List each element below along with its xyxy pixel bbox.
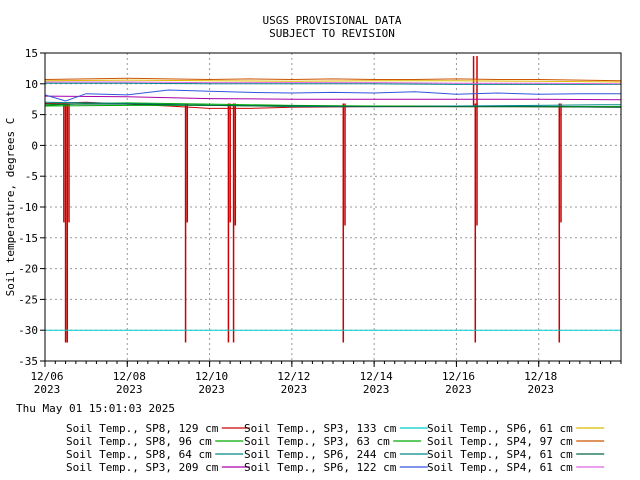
legend-label: Soil Temp., SP4, 97 cm bbox=[427, 435, 573, 448]
legend-label: Soil Temp., SP4, 61 cm bbox=[427, 461, 573, 474]
legend-label: Soil Temp., SP8, 64 cm bbox=[66, 448, 212, 461]
x-tick-label: 12/08 bbox=[113, 370, 146, 383]
series-layer bbox=[44, 56, 622, 343]
chart-title: USGS PROVISIONAL DATA bbox=[262, 14, 401, 27]
y-tick-label: -15 bbox=[18, 232, 38, 245]
series-line bbox=[44, 79, 622, 83]
y-tick-label: 5 bbox=[31, 109, 38, 122]
x-tick-label: 12/12 bbox=[277, 370, 310, 383]
y-tick-label: -25 bbox=[18, 293, 38, 306]
x-tick-year-label: 2023 bbox=[116, 383, 143, 396]
legend-label: Soil Temp., SP3, 63 cm bbox=[244, 435, 390, 448]
legend-label: Soil Temp., SP4, 61 cm bbox=[427, 448, 573, 461]
legend-label: Soil Temp., SP3, 209 cm bbox=[66, 461, 219, 474]
legend-label: Soil Temp., SP3, 133 cm bbox=[244, 422, 397, 435]
series-line bbox=[45, 103, 622, 108]
series-line bbox=[45, 81, 622, 85]
series-line bbox=[44, 89, 621, 102]
legend-item: Soil Temp., SP3, 133 cm bbox=[244, 422, 428, 435]
legend-item: Soil Temp., SP3, 63 cm bbox=[244, 435, 422, 448]
x-tick-year-label: 2023 bbox=[198, 383, 225, 396]
x-tick-year-label: 2023 bbox=[363, 383, 390, 396]
x-tick-year-label: 2023 bbox=[445, 383, 472, 396]
timestamp: Thu May 01 15:01:03 2025 bbox=[16, 402, 175, 415]
y-tick-label: -35 bbox=[18, 355, 38, 368]
series-12 bbox=[45, 81, 622, 85]
legend-item: Soil Temp., SP8, 64 cm bbox=[66, 448, 244, 461]
y-tick-label: 0 bbox=[31, 139, 38, 152]
legend-item: Soil Temp., SP8, 96 cm bbox=[66, 435, 244, 448]
series-8 bbox=[44, 89, 621, 102]
x-tick-label: 12/10 bbox=[195, 370, 228, 383]
y-tick-label: -30 bbox=[18, 324, 38, 337]
y-axis: 15 10 5 0 -5 -10 -15 -20 -25 -30 -35 bbox=[18, 47, 45, 368]
series-line bbox=[44, 77, 622, 82]
series-10 bbox=[44, 77, 622, 82]
y-tick-label: -20 bbox=[18, 263, 38, 276]
legend-label: Soil Temp., SP6, 244 cm bbox=[244, 448, 397, 461]
y-axis-label: Soil temperature, degrees C bbox=[4, 118, 17, 297]
legend-item: Soil Temp., SP3, 209 cm bbox=[66, 461, 250, 474]
legend-label: Soil Temp., SP6, 122 cm bbox=[244, 461, 397, 474]
y-tick-label: 10 bbox=[25, 78, 38, 91]
series-4 bbox=[44, 95, 622, 101]
legend-item: Soil Temp., SP4, 97 cm bbox=[427, 435, 605, 448]
x-tick-year-label: 2023 bbox=[281, 383, 308, 396]
y-tick-label: 15 bbox=[25, 47, 38, 60]
chart-subtitle: SUBJECT TO REVISION bbox=[269, 27, 395, 40]
series-line bbox=[45, 82, 621, 85]
series-11 bbox=[45, 103, 622, 108]
legend-item: Soil Temp., SP4, 61 cm bbox=[427, 448, 605, 461]
legend-item: Soil Temp., SP6, 61 cm bbox=[427, 422, 605, 435]
legend-label: Soil Temp., SP6, 61 cm bbox=[427, 422, 573, 435]
legend-item: Soil Temp., SP8, 129 cm bbox=[66, 422, 250, 435]
x-tick-year-label: 2023 bbox=[527, 383, 554, 396]
legend-label: Soil Temp., SP8, 96 cm bbox=[66, 435, 212, 448]
legend-item: Soil Temp., SP4, 61 cm bbox=[427, 461, 605, 474]
series-line bbox=[44, 95, 622, 101]
series-7 bbox=[45, 82, 621, 85]
y-tick-label: -10 bbox=[18, 201, 38, 214]
legend-label: Soil Temp., SP8, 129 cm bbox=[66, 422, 219, 435]
legend-item: Soil Temp., SP6, 122 cm bbox=[244, 461, 428, 474]
x-tick-label: 12/14 bbox=[360, 370, 393, 383]
x-axis: 12/06202312/08202312/10202312/12202312/1… bbox=[30, 361, 622, 396]
x-tick-label: 12/16 bbox=[442, 370, 475, 383]
x-tick-label: 12/06 bbox=[30, 370, 63, 383]
x-tick-label: 12/18 bbox=[524, 370, 557, 383]
series-9 bbox=[44, 79, 622, 83]
legend-item: Soil Temp., SP6, 244 cm bbox=[244, 448, 428, 461]
y-tick-label: -5 bbox=[25, 170, 38, 183]
x-tick-year-label: 2023 bbox=[34, 383, 61, 396]
